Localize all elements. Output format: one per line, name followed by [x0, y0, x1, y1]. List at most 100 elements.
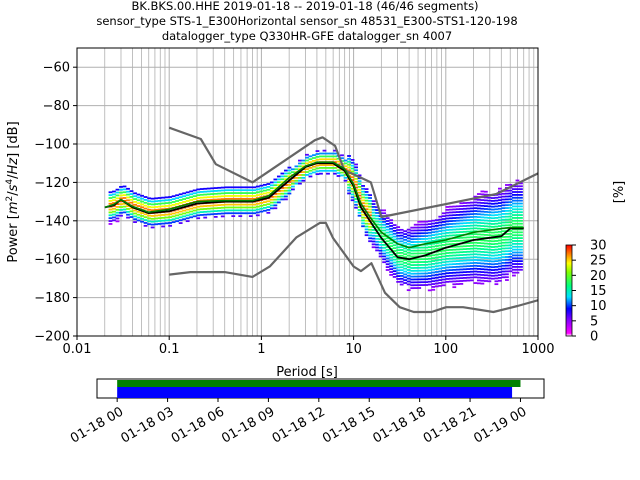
heatmap-cell: [512, 191, 516, 193]
heatmap-cell: [399, 263, 404, 266]
heatmap-cell: [476, 216, 481, 218]
heatmap-cell: [445, 211, 450, 214]
heatmap-cell: [441, 255, 446, 258]
heatmap-cell: [192, 198, 197, 200]
heatmap-cell: [227, 189, 232, 192]
heatmap-cell: [154, 217, 158, 220]
heatmap-cell: [455, 211, 460, 213]
heatmap-cell: [438, 238, 443, 241]
heatmap-cell: [192, 215, 197, 218]
heatmap-cell: [182, 212, 187, 215]
heatmap-cell: [333, 169, 337, 172]
heatmap-cell: [115, 203, 120, 205]
heatmap-cell: [490, 202, 495, 205]
heatmap-cell: [438, 267, 443, 270]
heatmap-cell: [280, 187, 285, 189]
heatmap-cell: [140, 220, 144, 223]
heatmap-cell: [431, 288, 436, 291]
heatmap-cell: [452, 254, 457, 257]
heatmap-cell: [424, 272, 429, 275]
heatmap-cell: [452, 240, 457, 242]
heatmap-cell: [515, 214, 520, 216]
heatmap-cell: [452, 228, 457, 231]
heatmap-cell: [364, 222, 369, 225]
heatmap-cell: [108, 194, 113, 197]
heatmap-cell: [126, 190, 130, 193]
heatmap-cell: [154, 197, 158, 200]
heatmap-cell: [417, 249, 422, 252]
heatmap-cell: [466, 222, 471, 224]
heatmap-cell: [448, 260, 453, 263]
heatmap-cell: [473, 261, 478, 264]
heatmap-cell: [480, 274, 485, 276]
heatmap-cell: [452, 220, 457, 222]
heatmap-cell: [497, 193, 502, 196]
heatmap-cell: [494, 237, 499, 239]
heatmap-cell: [445, 234, 450, 237]
heatmap-cell: [434, 222, 439, 224]
heatmap-cell: [519, 237, 523, 239]
heatmap-cell: [455, 274, 460, 277]
heatmap-cell: [497, 245, 502, 248]
colorbar-tick-label: 0: [590, 330, 598, 345]
heatmap-cell: [238, 195, 243, 197]
heatmap-cell: [494, 205, 499, 208]
heatmap-cell: [273, 204, 278, 207]
heatmap-cell: [505, 261, 509, 264]
heatmap-cell: [455, 271, 460, 274]
heatmap-cell: [501, 221, 506, 224]
heatmap-cell: [185, 197, 190, 199]
heatmap-cell: [287, 192, 292, 195]
heatmap-cell: [483, 231, 488, 233]
heatmap-cell: [505, 192, 509, 195]
heatmap-cell: [459, 210, 464, 213]
heatmap-cell: [315, 155, 320, 158]
heatmap-cell: [375, 206, 380, 209]
heatmap-cell: [494, 199, 499, 202]
heatmap-cell: [136, 196, 141, 199]
heatmap-cell: [434, 236, 439, 239]
colorbar-label: [%]: [612, 181, 627, 204]
heatmap-cell: [136, 205, 141, 207]
heatmap-cell: [459, 208, 464, 210]
heatmap-cell: [487, 277, 492, 280]
heatmap-cell: [417, 229, 422, 232]
heatmap-cell: [182, 198, 187, 200]
heatmap-cell: [259, 190, 264, 193]
heatmap-cell: [473, 201, 478, 204]
heatmap-cell: [466, 268, 471, 270]
heatmap-cell: [473, 207, 478, 210]
heatmap-cell: [494, 260, 499, 263]
heatmap-cell: [494, 271, 499, 274]
heatmap-cell: [224, 209, 229, 212]
heatmap-cell: [403, 282, 408, 284]
heatmap-cell: [480, 268, 485, 271]
heatmap-cell: [291, 185, 295, 188]
heatmap-cell: [326, 167, 330, 169]
heatmap-cell: [490, 277, 495, 280]
heatmap-cell: [427, 260, 432, 263]
heatmap-cell: [455, 208, 460, 211]
heatmap-cell: [508, 244, 513, 247]
heatmap-cell: [459, 222, 464, 225]
heatmap-cell: [206, 210, 211, 213]
heatmap-cell: [512, 196, 516, 199]
heatmap-cell: [480, 227, 485, 230]
heatmap-cell: [452, 214, 457, 217]
heatmap-cell: [350, 161, 355, 164]
heatmap-cell: [196, 191, 201, 194]
heatmap-cell: [508, 212, 513, 215]
heatmap-cell: [466, 253, 471, 256]
heatmap-cell: [480, 271, 485, 273]
heatmap-cell: [494, 202, 499, 205]
heatmap-cell: [266, 209, 271, 211]
heatmap-cell: [459, 259, 464, 262]
heatmap-cell: [417, 235, 422, 238]
heatmap-cell: [150, 200, 155, 203]
heatmap-cell: [487, 205, 492, 208]
heatmap-cell: [483, 213, 488, 216]
heatmap-cell: [427, 231, 432, 234]
heatmap-cell: [420, 261, 425, 263]
heatmap-cell: [154, 223, 158, 226]
heatmap-cell: [448, 211, 453, 214]
